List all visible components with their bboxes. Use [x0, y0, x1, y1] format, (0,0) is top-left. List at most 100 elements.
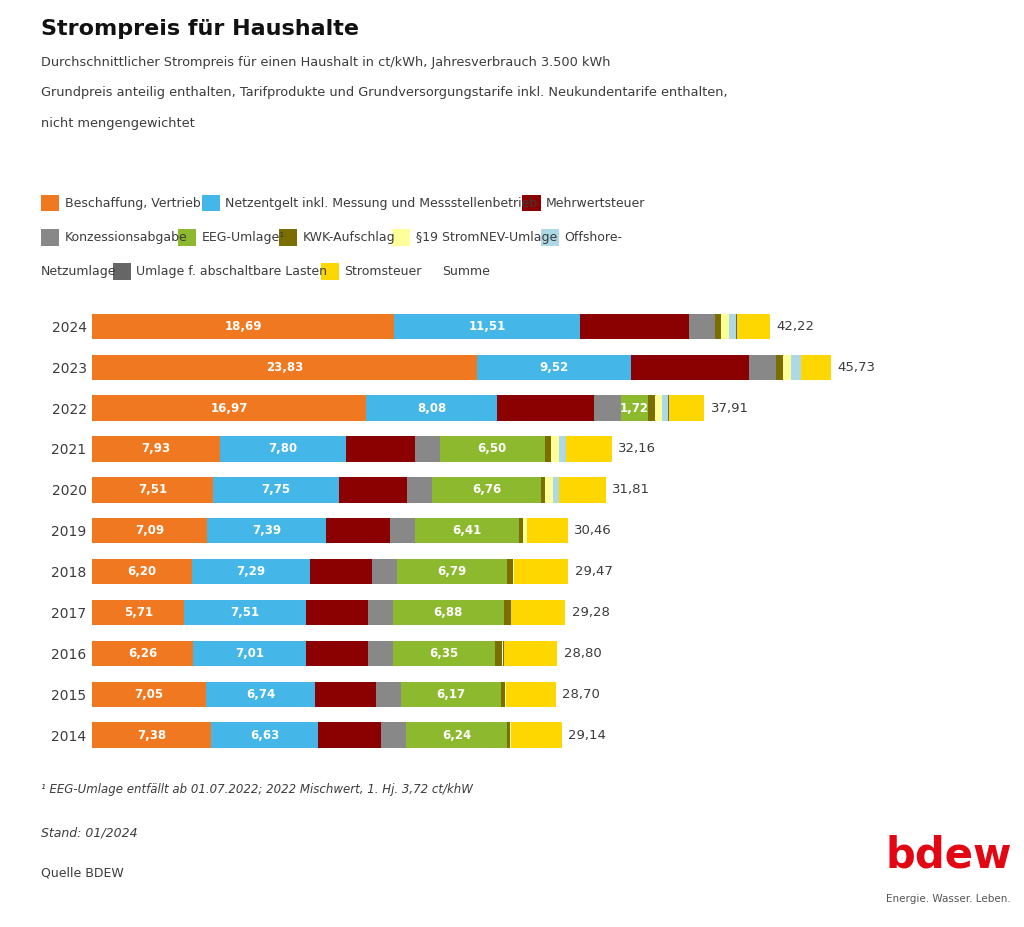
- Text: 7,39: 7,39: [252, 524, 281, 538]
- Text: Energie. Wasser. Leben.: Energie. Wasser. Leben.: [886, 894, 1011, 904]
- Bar: [737, 313, 770, 339]
- Text: 6,63: 6,63: [250, 729, 280, 742]
- Text: 11,51: 11,51: [468, 320, 506, 333]
- Bar: [496, 641, 503, 666]
- Bar: [92, 681, 206, 707]
- Bar: [729, 313, 736, 339]
- Text: 6,79: 6,79: [437, 565, 467, 578]
- Bar: [92, 437, 220, 462]
- Bar: [716, 313, 721, 339]
- Bar: [594, 396, 621, 421]
- Bar: [519, 518, 523, 543]
- Bar: [376, 681, 401, 707]
- Text: 37,91: 37,91: [711, 401, 749, 414]
- Bar: [314, 681, 376, 707]
- Text: Konzessionsabgabe: Konzessionsabgabe: [65, 231, 187, 244]
- Text: 29,14: 29,14: [568, 729, 606, 742]
- Bar: [566, 437, 611, 462]
- Text: Umlage f. abschaltbare Lasten: Umlage f. abschaltbare Lasten: [136, 265, 328, 278]
- Bar: [551, 437, 559, 462]
- Bar: [783, 354, 791, 380]
- Bar: [194, 641, 306, 666]
- Text: 7,09: 7,09: [135, 524, 164, 538]
- Bar: [507, 559, 513, 584]
- Bar: [749, 354, 776, 380]
- Text: 28,80: 28,80: [564, 647, 601, 660]
- Text: 7,93: 7,93: [141, 442, 171, 455]
- Text: 6,41: 6,41: [453, 524, 482, 538]
- Text: 7,51: 7,51: [230, 606, 259, 619]
- Bar: [507, 722, 510, 748]
- Bar: [393, 641, 496, 666]
- Text: 6,17: 6,17: [436, 688, 466, 701]
- Text: 6,88: 6,88: [433, 606, 463, 619]
- Bar: [541, 477, 545, 502]
- Bar: [368, 600, 392, 625]
- Bar: [559, 477, 606, 502]
- Bar: [791, 354, 801, 380]
- Text: 7,01: 7,01: [236, 647, 264, 660]
- Bar: [648, 396, 654, 421]
- Bar: [545, 477, 553, 502]
- Bar: [504, 641, 557, 666]
- Text: EEG-Umlage¹: EEG-Umlage¹: [202, 231, 285, 244]
- Text: 42,22: 42,22: [776, 320, 814, 333]
- Bar: [92, 396, 367, 421]
- Bar: [92, 559, 193, 584]
- Bar: [669, 396, 705, 421]
- Bar: [523, 518, 527, 543]
- Bar: [721, 313, 729, 339]
- Bar: [407, 722, 507, 748]
- Text: 45,73: 45,73: [837, 361, 876, 374]
- Text: 8,08: 8,08: [417, 401, 446, 414]
- Bar: [92, 354, 477, 380]
- Bar: [220, 437, 346, 462]
- Bar: [346, 437, 415, 462]
- Text: 16,97: 16,97: [211, 401, 248, 414]
- Text: Beschaffung, Vertrieb: Beschaffung, Vertrieb: [65, 197, 201, 210]
- Bar: [92, 518, 207, 543]
- Bar: [207, 518, 326, 543]
- Bar: [397, 559, 507, 584]
- Bar: [193, 559, 310, 584]
- Bar: [497, 396, 594, 421]
- Bar: [326, 518, 390, 543]
- Bar: [776, 354, 783, 380]
- Text: 23,83: 23,83: [266, 361, 303, 374]
- Text: 6,76: 6,76: [472, 483, 501, 496]
- Text: Summe: Summe: [442, 265, 490, 278]
- Text: 7,75: 7,75: [261, 483, 291, 496]
- Text: 29,47: 29,47: [574, 565, 612, 578]
- Bar: [514, 559, 568, 584]
- Bar: [392, 600, 504, 625]
- Bar: [507, 681, 556, 707]
- Bar: [654, 396, 662, 421]
- Bar: [318, 722, 381, 748]
- Text: nicht mengengewichtet: nicht mengengewichtet: [41, 117, 195, 130]
- Text: 7,29: 7,29: [237, 565, 265, 578]
- Bar: [511, 600, 565, 625]
- Bar: [401, 681, 501, 707]
- Text: 6,74: 6,74: [246, 688, 275, 701]
- Bar: [394, 313, 580, 339]
- Bar: [368, 641, 393, 666]
- Text: Netzumlage: Netzumlage: [41, 265, 117, 278]
- Text: Netzentgelt inkl. Messung und Messstellenbetrieb: Netzentgelt inkl. Messung und Messstelle…: [225, 197, 538, 210]
- Bar: [92, 313, 394, 339]
- Text: Durchschnittlicher Strompreis für einen Haushalt in ct/kWh, Jahresverbrauch 3.50: Durchschnittlicher Strompreis für einen …: [41, 56, 610, 69]
- Bar: [92, 722, 211, 748]
- Text: Stromsteuer: Stromsteuer: [344, 265, 422, 278]
- Bar: [553, 477, 559, 502]
- Bar: [510, 722, 511, 748]
- Bar: [390, 518, 416, 543]
- Bar: [206, 681, 314, 707]
- Text: 7,38: 7,38: [137, 729, 166, 742]
- Text: Stand: 01/2024: Stand: 01/2024: [41, 827, 137, 840]
- Bar: [504, 600, 511, 625]
- Bar: [527, 518, 568, 543]
- Bar: [92, 477, 213, 502]
- Bar: [501, 681, 505, 707]
- Bar: [580, 313, 689, 339]
- Text: Mehrwertsteuer: Mehrwertsteuer: [546, 197, 645, 210]
- Text: 5,71: 5,71: [124, 606, 153, 619]
